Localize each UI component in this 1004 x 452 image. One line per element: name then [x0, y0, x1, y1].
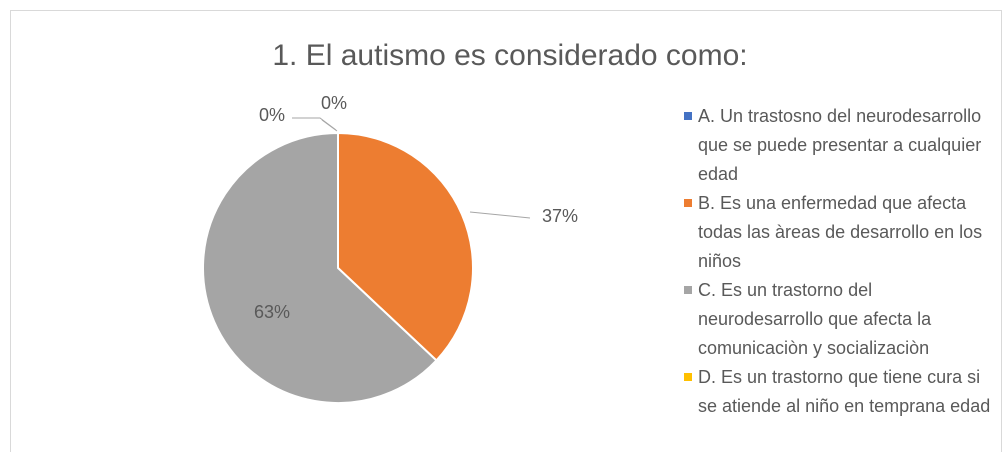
legend-label: C. Es un trastorno del neurodesarrollo q… — [698, 280, 932, 358]
data-label: 63% — [254, 302, 290, 322]
legend-swatch — [684, 199, 692, 207]
legend-label: A. Un trastosno del neurodesarrollo que … — [698, 106, 982, 184]
legend-entry: D. Es un trastorno que tiene cura si se … — [684, 363, 996, 421]
legend-entry: C. Es un trastorno del neurodesarrollo q… — [684, 276, 996, 363]
leader-line — [321, 119, 338, 132]
data-label: 0% — [259, 105, 285, 125]
legend-swatch — [684, 112, 692, 120]
leader-line — [469, 211, 531, 219]
legend-entry: B. Es una enfermedad que afecta todas la… — [684, 189, 996, 276]
pie-slice — [337, 131, 474, 362]
legend-entry: A. Un trastosno del neurodesarrollo que … — [684, 102, 996, 189]
leader-line — [292, 117, 337, 131]
legend-swatch — [684, 373, 692, 381]
data-label: 0% — [321, 93, 347, 113]
legend-label: D. Es un trastorno que tiene cura si se … — [698, 367, 991, 416]
data-label: 37% — [542, 206, 578, 226]
pie-slice — [202, 131, 438, 404]
legend-swatch — [684, 286, 692, 294]
chart-title: 1. El autismo es considerado como: — [272, 39, 747, 72]
chart-frame — [10, 10, 1002, 452]
legend: A. Un trastosno del neurodesarrollo que … — [684, 102, 996, 421]
legend-label: B. Es una enfermedad que afecta todas la… — [698, 193, 983, 271]
